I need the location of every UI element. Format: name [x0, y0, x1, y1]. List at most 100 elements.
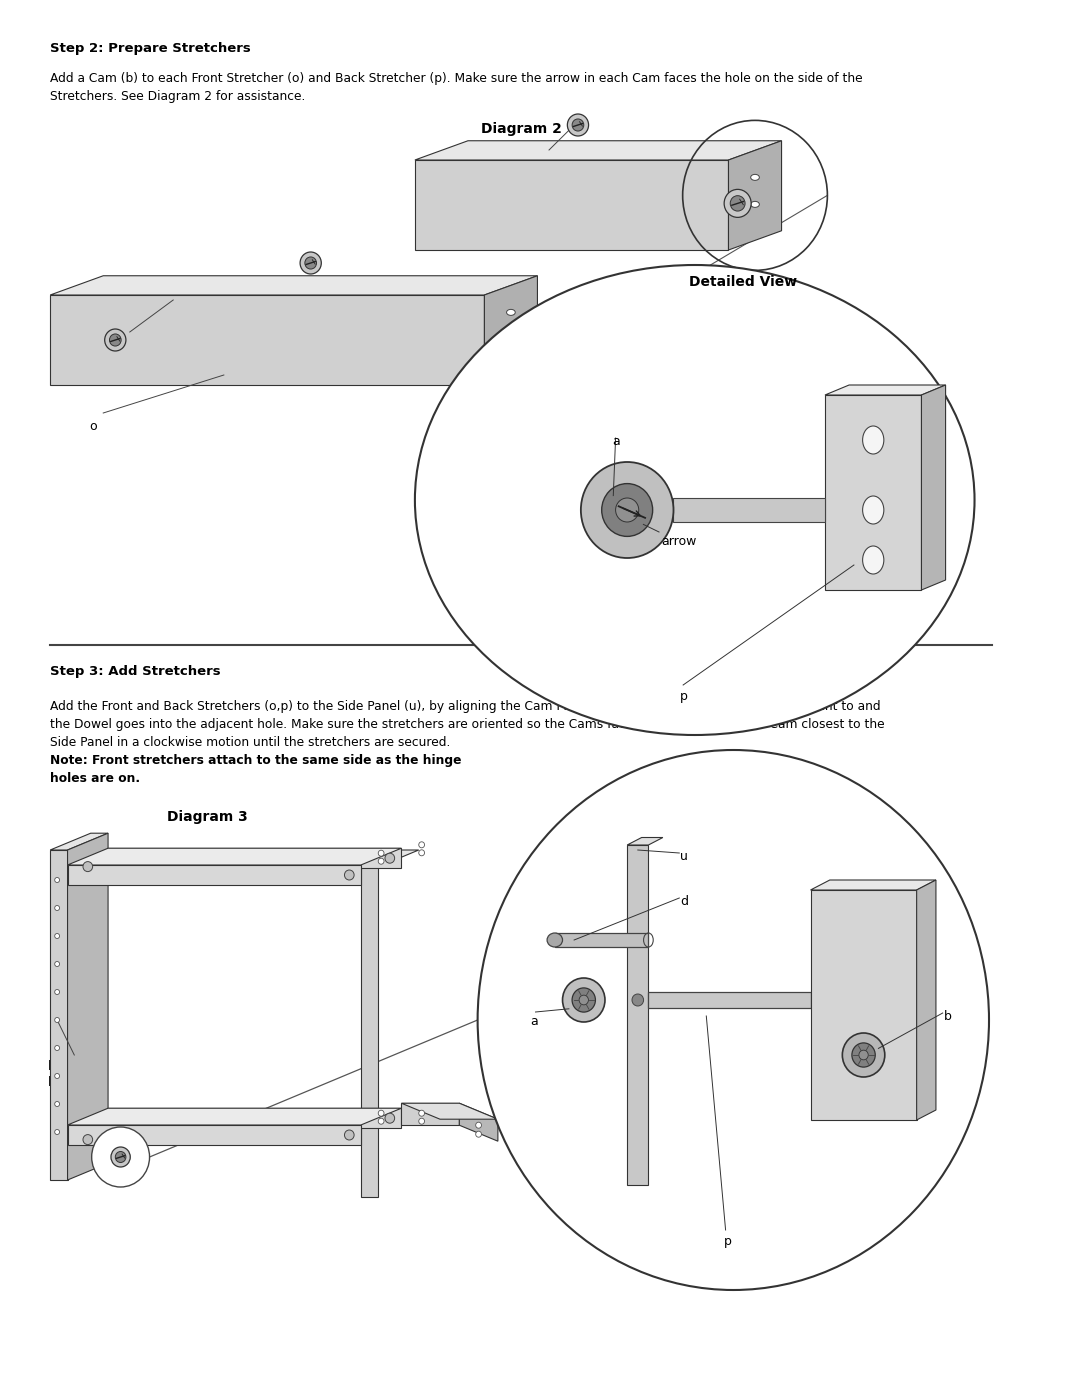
Polygon shape — [402, 1104, 459, 1125]
Circle shape — [305, 257, 316, 270]
Circle shape — [378, 1118, 384, 1125]
Text: Note: Front stretchers attach to the same side as the hinge: Note: Front stretchers attach to the sam… — [50, 754, 461, 767]
Polygon shape — [68, 833, 108, 1180]
Polygon shape — [825, 386, 946, 395]
Text: p: p — [680, 690, 688, 703]
Polygon shape — [108, 1108, 402, 1129]
Ellipse shape — [415, 265, 974, 735]
Polygon shape — [415, 161, 729, 250]
Circle shape — [384, 1113, 394, 1123]
Circle shape — [384, 854, 394, 863]
Circle shape — [378, 1111, 384, 1116]
Text: Add a Cam (b) to each Front Stretcher (o) and Back Stretcher (p). Make sure the : Add a Cam (b) to each Front Stretcher (o… — [50, 73, 863, 85]
Circle shape — [92, 1127, 149, 1187]
Circle shape — [842, 1032, 885, 1077]
Ellipse shape — [477, 750, 989, 1289]
Circle shape — [419, 842, 424, 848]
Polygon shape — [825, 395, 921, 590]
Polygon shape — [674, 497, 825, 522]
Text: Diagram 2: Diagram 2 — [481, 122, 562, 136]
Polygon shape — [68, 1108, 402, 1125]
Circle shape — [345, 1130, 354, 1140]
Circle shape — [345, 870, 354, 880]
Circle shape — [563, 978, 605, 1023]
Polygon shape — [402, 1104, 498, 1119]
Circle shape — [83, 862, 93, 872]
Polygon shape — [810, 890, 917, 1120]
Circle shape — [859, 1051, 868, 1060]
Polygon shape — [555, 933, 648, 947]
Polygon shape — [459, 1104, 498, 1141]
Circle shape — [55, 1073, 59, 1078]
Polygon shape — [729, 141, 782, 250]
Circle shape — [419, 849, 424, 856]
Circle shape — [111, 1147, 131, 1166]
Ellipse shape — [507, 337, 515, 342]
Circle shape — [300, 251, 322, 274]
Circle shape — [116, 1151, 126, 1162]
Circle shape — [378, 851, 384, 856]
Circle shape — [572, 988, 595, 1011]
Polygon shape — [648, 992, 810, 1009]
Text: Side Panel in a clockwise motion until the stretchers are secured.: Side Panel in a clockwise motion until t… — [50, 736, 455, 749]
Polygon shape — [921, 386, 946, 590]
Text: hinge
holes: hinge holes — [49, 1060, 81, 1090]
Polygon shape — [68, 865, 361, 886]
Polygon shape — [68, 848, 402, 865]
Text: a: a — [530, 1016, 539, 1028]
Text: holes are on.: holes are on. — [50, 773, 140, 785]
Text: Detailed View: Detailed View — [689, 275, 797, 289]
Text: Diagram 3: Diagram 3 — [167, 810, 247, 824]
Circle shape — [852, 1044, 875, 1067]
Circle shape — [378, 858, 384, 865]
Circle shape — [475, 1122, 482, 1129]
Text: u: u — [680, 849, 688, 863]
Circle shape — [579, 995, 589, 1004]
Text: Step 2: Prepare Stretchers: Step 2: Prepare Stretchers — [50, 42, 251, 54]
Text: d: d — [680, 895, 688, 908]
Circle shape — [55, 1130, 59, 1134]
Circle shape — [730, 196, 745, 211]
Text: Detailed View: Detailed View — [679, 810, 787, 824]
Circle shape — [55, 877, 59, 883]
Ellipse shape — [507, 309, 515, 316]
Circle shape — [55, 1101, 59, 1106]
Circle shape — [55, 1045, 59, 1051]
Circle shape — [83, 1134, 93, 1144]
Circle shape — [419, 1118, 424, 1125]
Circle shape — [725, 190, 752, 218]
Circle shape — [581, 462, 674, 557]
Ellipse shape — [863, 426, 883, 454]
Text: b: b — [944, 1010, 951, 1023]
Polygon shape — [68, 1125, 361, 1146]
Polygon shape — [415, 141, 782, 161]
Text: the Dowel goes into the adjacent hole. Make sure the stretchers are oriented so : the Dowel goes into the adjacent hole. M… — [50, 718, 885, 731]
Text: p: p — [724, 1235, 731, 1248]
Polygon shape — [108, 848, 402, 868]
Ellipse shape — [548, 933, 563, 947]
Polygon shape — [361, 849, 419, 866]
Circle shape — [632, 995, 644, 1006]
Ellipse shape — [863, 546, 883, 574]
Polygon shape — [50, 275, 538, 295]
Circle shape — [109, 334, 121, 346]
Circle shape — [55, 933, 59, 939]
Circle shape — [55, 989, 59, 995]
Circle shape — [616, 497, 638, 522]
Polygon shape — [917, 880, 936, 1120]
Text: o: o — [89, 420, 96, 433]
Circle shape — [572, 119, 584, 131]
Ellipse shape — [751, 201, 759, 207]
Circle shape — [475, 1132, 482, 1137]
Text: a: a — [612, 434, 620, 448]
Circle shape — [55, 1017, 59, 1023]
Text: Add the Front and Back Stretchers (o,p) to the Side Panel (u), by aligning the C: Add the Front and Back Stretchers (o,p) … — [50, 700, 881, 712]
Text: arrow: arrow — [661, 535, 697, 548]
Polygon shape — [810, 880, 936, 890]
Polygon shape — [50, 833, 108, 849]
Polygon shape — [484, 275, 538, 386]
Text: Stretchers. See Diagram 2 for assistance.: Stretchers. See Diagram 2 for assistance… — [50, 89, 306, 103]
Circle shape — [105, 330, 126, 351]
Polygon shape — [50, 849, 68, 1180]
Circle shape — [567, 115, 589, 136]
